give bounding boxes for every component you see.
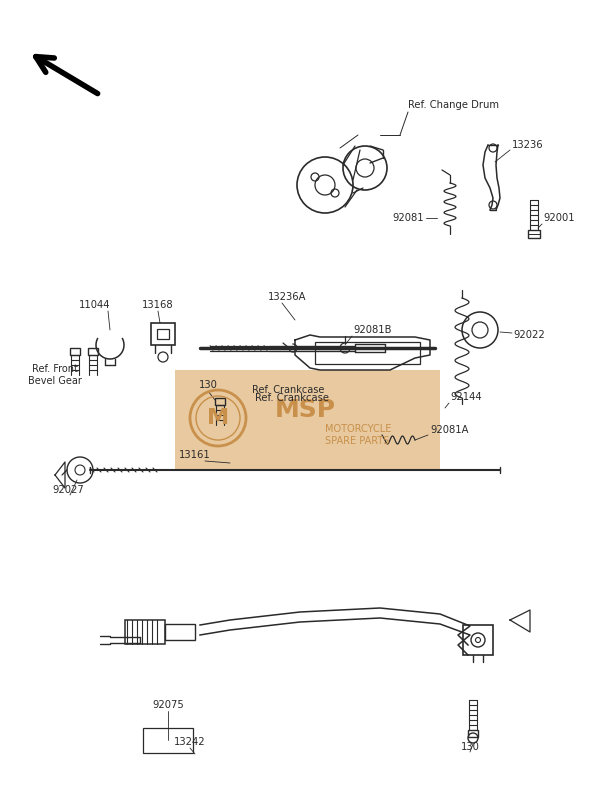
Text: 92144: 92144: [450, 392, 482, 402]
Bar: [528, 230, 540, 238]
Text: 130: 130: [198, 380, 217, 390]
Text: 92081A: 92081A: [430, 425, 468, 435]
Bar: [151, 323, 175, 345]
Text: 92081: 92081: [392, 213, 424, 223]
Bar: [175, 370, 440, 470]
Bar: [157, 329, 169, 339]
Text: Ref. Crankcase: Ref. Crankcase: [252, 385, 325, 395]
Text: 13236: 13236: [512, 140, 544, 150]
Text: 92022: 92022: [513, 330, 545, 340]
Text: 92081B: 92081B: [353, 325, 392, 335]
Text: 13236A: 13236A: [268, 292, 306, 302]
Text: 92075: 92075: [152, 700, 184, 710]
Text: MOTORCYCLE
SPARE PARTS: MOTORCYCLE SPARE PARTS: [325, 424, 391, 446]
Text: Ref. Front
Bevel Gear: Ref. Front Bevel Gear: [28, 364, 82, 386]
Text: 13161: 13161: [179, 450, 211, 460]
Text: 130: 130: [461, 742, 479, 752]
Text: 13168: 13168: [142, 300, 174, 310]
Text: 11044: 11044: [80, 300, 111, 310]
Bar: [315, 342, 420, 364]
Bar: [165, 624, 195, 640]
Bar: [463, 625, 493, 655]
Text: 13242: 13242: [174, 737, 206, 747]
Bar: [143, 728, 193, 753]
Text: 92027: 92027: [52, 485, 84, 495]
Bar: [468, 730, 478, 737]
Bar: [215, 398, 225, 405]
Bar: [88, 348, 98, 355]
Text: 92001: 92001: [543, 213, 575, 223]
Bar: [125, 620, 165, 644]
Text: Ref. Crankcase: Ref. Crankcase: [255, 393, 329, 403]
Bar: [175, 370, 440, 470]
Text: M: M: [207, 408, 229, 428]
Bar: [70, 348, 80, 355]
Text: Ref. Change Drum: Ref. Change Drum: [408, 100, 499, 110]
Text: MSP: MSP: [275, 398, 336, 422]
